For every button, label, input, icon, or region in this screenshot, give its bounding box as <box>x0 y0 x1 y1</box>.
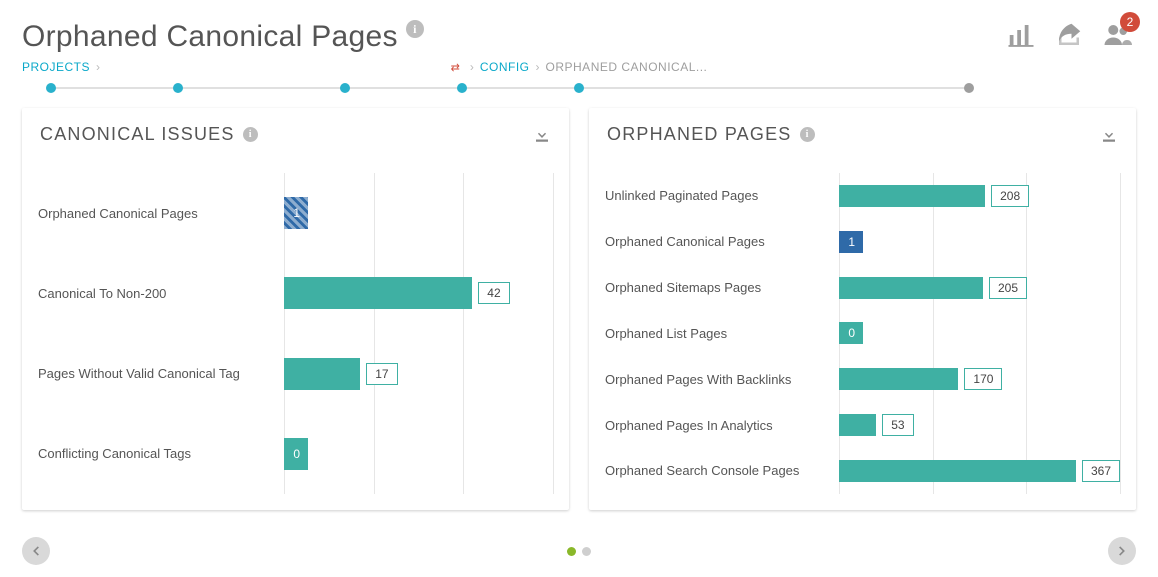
track-dot[interactable] <box>574 83 584 93</box>
chart-row[interactable]: Orphaned Pages With Backlinks 170 <box>605 368 1120 390</box>
chart-row[interactable]: Pages Without Valid Canonical Tag 17 <box>38 358 553 390</box>
breadcrumb-config[interactable]: CONFIG <box>480 60 530 74</box>
chart-value-label: 1 <box>289 206 304 220</box>
chart-row[interactable]: Orphaned Search Console Pages 367 <box>605 460 1120 482</box>
header-action-icons: 2 <box>1006 20 1136 50</box>
share-icon[interactable] <box>1054 20 1084 50</box>
chart-bar <box>284 277 472 309</box>
chart-bar: 0 <box>839 322 863 344</box>
chart-value-label: 17 <box>366 363 397 385</box>
track-dot[interactable] <box>457 83 467 93</box>
panel-header: ORPHANED PAGES i <box>589 108 1136 153</box>
info-icon[interactable]: i <box>406 20 424 38</box>
chart-bar <box>839 185 985 207</box>
chart-row-label: Canonical To Non-200 <box>38 286 284 301</box>
prev-button[interactable] <box>22 537 50 565</box>
chart-icon[interactable] <box>1006 20 1036 50</box>
track-dot[interactable] <box>173 83 183 93</box>
chart-bar <box>839 460 1076 482</box>
chart-bar <box>839 368 958 390</box>
chart-row-label: Orphaned Pages With Backlinks <box>605 372 839 387</box>
breadcrumb-center: ⇄ › CONFIG › ORPHANED CANONICAL... <box>451 60 708 74</box>
users-icon[interactable]: 2 <box>1102 20 1132 50</box>
panels-row: CANONICAL ISSUES i Orphaned Canonical Pa… <box>0 108 1158 510</box>
chart-value-label: 42 <box>478 282 509 304</box>
chart-bar <box>284 358 360 390</box>
chart-row[interactable]: Orphaned Canonical Pages 1 <box>38 197 553 229</box>
chart-value-label: 367 <box>1082 460 1120 482</box>
track-dot[interactable] <box>340 83 350 93</box>
chart-value-label: 53 <box>882 414 913 436</box>
panel-title: CANONICAL ISSUES <box>40 124 235 145</box>
chart-value-label: 1 <box>844 235 859 249</box>
info-icon[interactable]: i <box>800 127 815 142</box>
panel-orphaned-pages: ORPHANED PAGES i Unlinked Paginated Page… <box>589 108 1136 510</box>
download-icon[interactable] <box>1100 126 1118 144</box>
chart-row-label: Unlinked Paginated Pages <box>605 188 839 203</box>
chart-bar <box>839 277 983 299</box>
chart-row-label: Orphaned Canonical Pages <box>38 206 284 221</box>
chart-row-label: Conflicting Canonical Tags <box>38 446 284 461</box>
notification-badge: 2 <box>1120 12 1140 32</box>
info-icon[interactable]: i <box>243 127 258 142</box>
chevron-right-icon: › <box>470 60 474 74</box>
footer-nav <box>0 537 1158 565</box>
chart-row[interactable]: Orphaned Pages In Analytics 53 <box>605 414 1120 436</box>
chart-value-label: 205 <box>989 277 1027 299</box>
page-title: Orphaned Canonical Pages <box>22 20 398 54</box>
chevron-right-icon: › <box>536 60 540 74</box>
chart-row-label: Orphaned Canonical Pages <box>605 234 839 249</box>
page-header: Orphaned Canonical Pages i 2 <box>0 0 1158 60</box>
download-icon[interactable] <box>533 126 551 144</box>
panel-canonical-issues: CANONICAL ISSUES i Orphaned Canonical Pa… <box>22 108 569 510</box>
chart-row-label: Orphaned List Pages <box>605 326 839 341</box>
chart-bar: 0 <box>284 438 308 470</box>
chart-value-label: 0 <box>289 447 304 461</box>
track-dot[interactable] <box>46 83 56 93</box>
track-dot[interactable] <box>964 83 974 93</box>
chart-area: Orphaned Canonical Pages 1 Canonical To No… <box>22 153 569 510</box>
pager-dot[interactable] <box>582 547 591 556</box>
chart-value-label: 170 <box>964 368 1002 390</box>
chart-value-label: 0 <box>844 326 859 340</box>
breadcrumb-projects[interactable]: PROJECTS <box>22 60 90 74</box>
breadcrumb: PROJECTS › ⇄ › CONFIG › ORPHANED CANONIC… <box>0 60 1158 74</box>
chart-row-label: Orphaned Search Console Pages <box>605 463 839 478</box>
chart-area: Unlinked Paginated Pages 208 Orphaned Cano… <box>589 153 1136 510</box>
chart-row[interactable]: Orphaned Canonical Pages 1 <box>605 231 1120 253</box>
panel-title: ORPHANED PAGES <box>607 124 792 145</box>
chart-row-label: Pages Without Valid Canonical Tag <box>38 366 284 381</box>
chart-row-label: Orphaned Sitemaps Pages <box>605 280 839 295</box>
chart-bar <box>839 414 876 436</box>
chart-row[interactable]: Orphaned Sitemaps Pages 205 <box>605 277 1120 299</box>
chart-row[interactable]: Orphaned List Pages 0 <box>605 322 1120 344</box>
chart-bar: 1 <box>839 231 863 253</box>
chart-bar: 1 <box>284 197 308 229</box>
next-button[interactable] <box>1108 537 1136 565</box>
chevron-right-icon: › <box>96 60 100 74</box>
pager-dot[interactable] <box>567 547 576 556</box>
swap-icon[interactable]: ⇄ <box>451 61 460 74</box>
chart-row-label: Orphaned Pages In Analytics <box>605 418 839 433</box>
progress-track <box>0 74 1158 108</box>
chart-value-label: 208 <box>991 185 1029 207</box>
panel-header: CANONICAL ISSUES i <box>22 108 569 153</box>
chart-row[interactable]: Conflicting Canonical Tags 0 <box>38 438 553 470</box>
pager-dots <box>567 547 591 556</box>
chart-row[interactable]: Canonical To Non-200 42 <box>38 277 553 309</box>
chart-row[interactable]: Unlinked Paginated Pages 208 <box>605 185 1120 207</box>
breadcrumb-current: ORPHANED CANONICAL... <box>546 60 708 74</box>
